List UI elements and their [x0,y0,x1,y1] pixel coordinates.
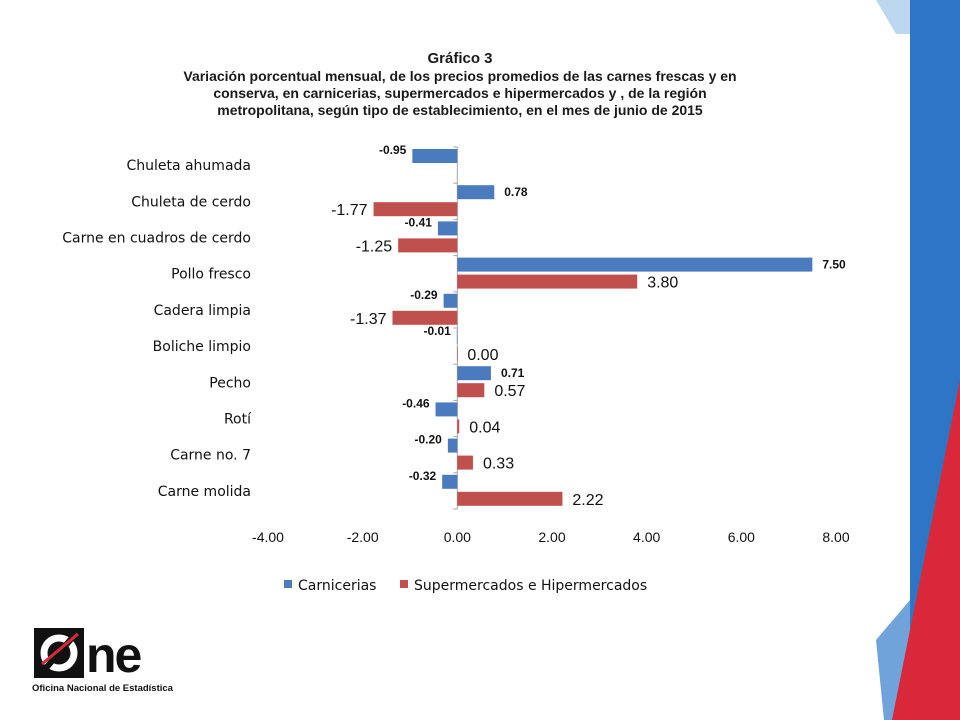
data-label: 2.22 [572,492,603,509]
category-label: Carne no. 7 [170,448,251,464]
category-label: Pollo fresco [171,267,251,283]
chart-subtitle-line: conserva, en carnicerias, supermercados … [213,85,707,101]
data-label: 0.33 [483,456,514,473]
x-tick-label: 8.00 [822,529,849,545]
legend-swatch-carnicerias [284,580,292,588]
category-label: Chuleta ahumada [126,158,251,174]
bar-supermercados [457,419,460,434]
chart-subtitle-line: metropolitana, según tipo de establecimi… [217,102,703,118]
data-label: -1.25 [356,238,393,255]
deco-light-blue-shape [876,0,910,34]
x-tick-label: 6.00 [728,529,755,545]
data-label: -0.32 [409,469,437,483]
category-label: Carne en cuadros de cerdo [62,231,251,247]
x-tick-label: -2.00 [347,529,379,545]
data-label: -1.37 [350,311,387,328]
category-label: Cadera limpia [154,303,251,319]
data-label: 0.71 [501,366,525,380]
bar-carnicerias [435,402,458,417]
bar-carnicerias [456,330,458,344]
bar-supermercados [392,310,458,325]
chart-heading: Gráfico 3 [427,50,493,67]
bar-supermercados [457,383,485,398]
data-label: 0.00 [467,347,498,364]
bar-supermercados [457,491,563,506]
data-label: -0.46 [402,396,430,410]
legend-label: Supermercados e Hipermercados [414,578,647,594]
bar-carnicerias [447,438,458,453]
x-tick-label: 2.00 [538,529,565,545]
legend-swatch-supermercados [400,580,408,588]
category-label: Carne molida [158,484,251,500]
data-label: -1.77 [331,202,368,219]
legend-label: Carnicerias [298,578,376,594]
data-label: 0.04 [469,419,500,436]
category-label: Chuleta de cerdo [131,194,251,210]
data-label: 3.80 [647,275,678,292]
data-label: 0.57 [494,383,525,400]
one-logo-wordmark: ne [34,628,144,678]
bar-carnicerias [437,221,458,236]
category-label: Pecho [209,375,251,391]
bar-carnicerias [457,185,495,200]
one-logo: ne Oficina Nacional de Estadística [30,628,190,700]
bar-supermercados [457,347,458,361]
bar-carnicerias [457,366,491,381]
chart-subtitle: Variación porcentual mensual, de los pre… [140,68,780,119]
logo-caption: Oficina Nacional de Estadística [32,683,173,694]
bar-carnicerias [457,257,813,272]
bar-carnicerias [412,149,458,163]
bar-supermercados [457,455,473,470]
bar-supermercados [398,238,458,253]
category-label: Rotí [224,412,252,428]
data-label: -0.01 [424,324,452,338]
x-tick-label: 0.00 [444,529,471,545]
svg-text:ne: ne [86,628,142,678]
chart-title-block: Gráfico 3 Variación porcentual mensual, … [140,50,780,119]
bar-carnicerias [443,293,458,308]
data-label: 7.50 [822,258,846,272]
data-label: -0.95 [379,143,407,157]
bar-carnicerias [442,474,458,489]
data-label: -0.41 [405,215,433,229]
x-tick-label: 4.00 [633,529,660,545]
data-label: 0.78 [504,185,528,199]
x-tick-label: -4.00 [252,529,284,545]
deco-red-shape [892,380,960,720]
bar-supermercados [373,202,458,217]
category-label: Boliche limpio [153,339,251,355]
chart-subtitle-line: Variación porcentual mensual, de los pre… [183,68,737,84]
data-label: -0.29 [410,288,438,302]
data-label: -0.20 [415,433,443,447]
bar-supermercados [457,274,638,289]
